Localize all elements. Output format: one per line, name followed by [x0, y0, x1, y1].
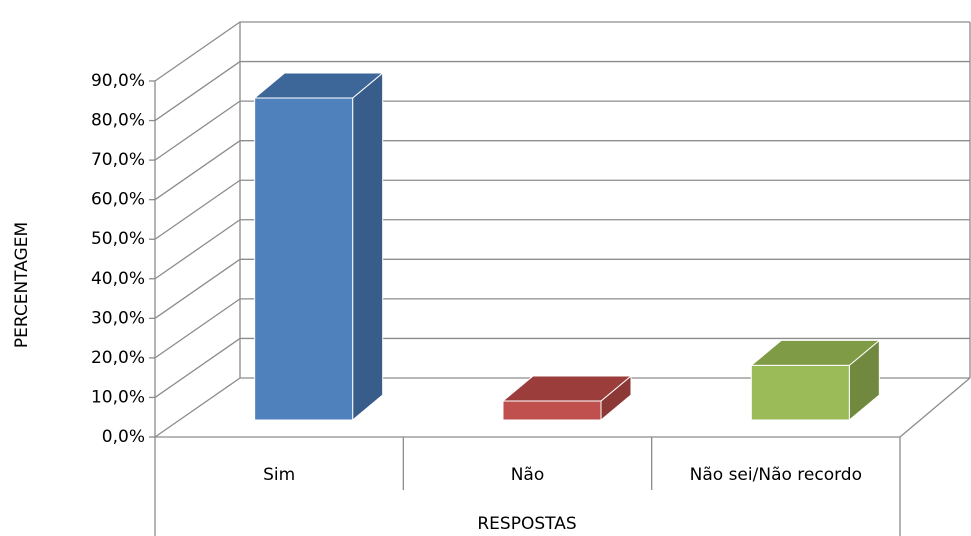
y-tick-label: 20,0%	[91, 348, 145, 368]
grid-line	[154, 140, 970, 201]
y-axis-label: PERCENTAGEM	[12, 222, 32, 348]
grid-line	[154, 298, 970, 359]
bar	[254, 97, 354, 421]
bar	[502, 400, 602, 421]
y-tick-label: 40,0%	[91, 269, 145, 289]
grid-line	[154, 60, 970, 122]
y-tick-label: 80,0%	[91, 111, 145, 131]
grid-line	[154, 179, 970, 240]
x-tick-label: Sim	[263, 465, 295, 485]
x-tick-label: Não sei/Não recordo	[690, 465, 862, 485]
grid-line	[154, 377, 970, 438]
y-tick-label: 60,0%	[91, 190, 145, 210]
y-tick-label: 30,0%	[91, 308, 145, 328]
grid-line	[154, 21, 970, 82]
y-tick-label: 10,0%	[91, 387, 145, 407]
y-tick-label: 90,0%	[91, 71, 145, 91]
grid-line	[154, 337, 970, 398]
floor-right	[899, 377, 971, 438]
bar-side	[352, 71, 384, 422]
grid-line	[154, 258, 970, 319]
y-tick-label: 0,0%	[102, 427, 145, 447]
grid-line	[154, 100, 970, 161]
y-tick-label: 70,0%	[91, 150, 145, 170]
x-axis-label: RESPOSTAS	[477, 514, 576, 534]
bar	[750, 364, 850, 421]
y-tick-label: 50,0%	[91, 229, 145, 249]
x-tick-label: Não	[511, 465, 545, 485]
grid-line	[154, 219, 970, 280]
